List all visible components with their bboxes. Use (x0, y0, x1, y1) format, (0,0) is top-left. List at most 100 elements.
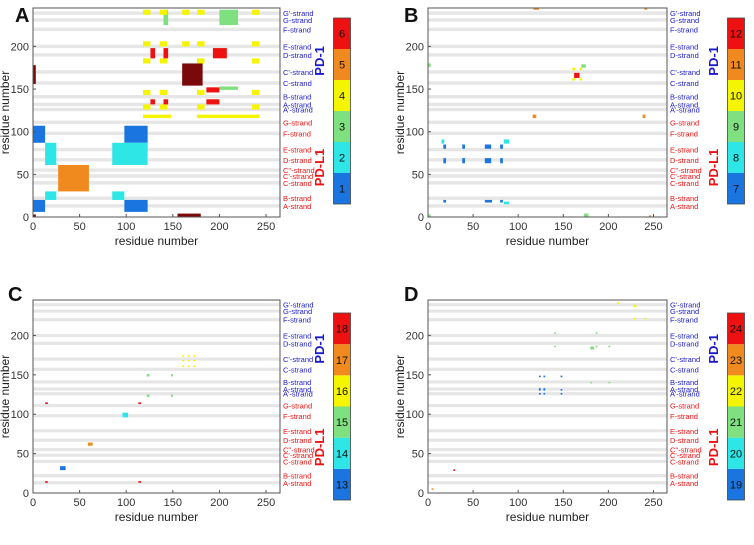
strand-band (33, 81, 280, 85)
strand-label: E-strand (283, 331, 311, 340)
heat-cell (197, 9, 205, 15)
heat-cell (617, 302, 620, 304)
strand-label: C-strand (283, 457, 312, 466)
strand-label: C-strand (670, 79, 699, 88)
heat-cell (584, 213, 589, 217)
x-tick-label: 50 (73, 497, 85, 509)
strand-label: C'-strand (670, 172, 700, 181)
colorbar-label: 20 (730, 448, 742, 460)
strand-band (428, 81, 667, 85)
strand-label: A-strand (283, 202, 311, 211)
panel-label: B (404, 5, 418, 27)
heat-cell (60, 466, 66, 471)
strand-band (428, 95, 667, 99)
strand-label: G'-strand (670, 301, 701, 310)
strand-label: C''-strand (283, 166, 315, 175)
strand-label: C-strand (283, 365, 312, 374)
strand-band (33, 414, 280, 418)
heat-cell (441, 139, 445, 144)
strand-label: B-strand (283, 194, 311, 203)
x-tick-label: 200 (210, 497, 228, 509)
colorbar-label: 8 (733, 153, 739, 165)
strand-band (33, 158, 280, 162)
strand-label: B-strand (670, 378, 698, 387)
heat-cell (182, 9, 190, 15)
strand-band (428, 474, 667, 478)
strand-label: G'-strand (283, 301, 314, 310)
heat-cell (590, 346, 594, 350)
y-axis-label: residue number (393, 355, 407, 438)
strand-label: D-strand (670, 339, 699, 348)
colorbar-label: 22 (730, 386, 742, 398)
y-tick-label: 0 (23, 488, 29, 500)
heat-cell (159, 41, 168, 47)
strand-label: C'-strand (670, 451, 700, 460)
heat-cell (142, 89, 151, 96)
x-tick-label: 200 (599, 497, 617, 509)
colorbar-segment (333, 142, 351, 173)
strand-band (33, 174, 280, 178)
strand-band (33, 11, 280, 15)
strand-label: F-strand (670, 25, 698, 34)
heat-cell (163, 9, 169, 26)
strand-band (428, 174, 667, 178)
y-tick-label: 100 (11, 409, 29, 421)
y-tick-label: 100 (406, 127, 424, 139)
heat-cell (533, 8, 539, 10)
heat-cell (642, 114, 646, 119)
colorbar-segment (333, 344, 351, 376)
heat-cell (503, 201, 510, 205)
heat-cell (252, 9, 260, 15)
strand-band (33, 357, 280, 361)
strand-label: C-strand (670, 365, 699, 374)
x-tick-label: 200 (210, 221, 228, 233)
panel-c: C 0 50 100 150 200 250 0 50 100 150 200 residue numb… (0, 284, 351, 524)
panel-a: A 0 50 100 150 200 250 0 50 100 150 200 residue numb… (0, 5, 351, 248)
strand-band (33, 95, 280, 99)
strand-label: E-strand (283, 427, 311, 436)
heat-cell (252, 41, 260, 47)
colorbar-segment (727, 344, 745, 376)
heat-cell (252, 58, 260, 64)
strand-label: D-strand (283, 156, 312, 165)
heat-cell (45, 191, 57, 200)
strand-band (33, 341, 280, 345)
heat-cell (146, 394, 150, 397)
strand-label: C-strand (670, 179, 699, 188)
heat-cell (572, 67, 576, 71)
strand-label: E-strand (670, 427, 698, 436)
strand-label: D-strand (670, 156, 699, 165)
colorbar-segment (333, 111, 351, 142)
heat-cell (503, 139, 510, 144)
strand-band (428, 11, 667, 15)
heat-cell (428, 214, 431, 217)
strand-band (33, 27, 280, 32)
strand-band (33, 147, 280, 152)
heat-cell (574, 72, 580, 78)
strand-band (428, 403, 667, 408)
colorbar-label: 15 (336, 417, 348, 429)
strand-band (33, 107, 280, 112)
strand-label: C'-strand (283, 355, 313, 364)
colorbar-label: 23 (730, 355, 742, 367)
heat-cell (595, 332, 598, 334)
heat-cell (150, 48, 156, 59)
x-tick-label: 250 (644, 221, 662, 233)
colorbar-label: 11 (730, 60, 741, 72)
heat-cell (193, 359, 196, 362)
heat-cell (560, 375, 563, 378)
heat-cell (142, 58, 151, 64)
plot-area (33, 300, 280, 493)
strand-label: A-strand (670, 479, 698, 488)
strand-label: A-strand (670, 100, 698, 109)
heat-cell (500, 199, 503, 203)
colorbar-segment (333, 80, 351, 111)
colorbar-segment (333, 468, 351, 500)
heat-cell (608, 381, 611, 384)
heat-cell (554, 345, 557, 348)
strand-label: E-strand (283, 42, 311, 51)
strand-band (33, 18, 280, 22)
panel-label: C (8, 284, 22, 306)
protein-label-pd1: PD-1 (312, 46, 327, 76)
strand-label: E-strand (670, 42, 698, 51)
